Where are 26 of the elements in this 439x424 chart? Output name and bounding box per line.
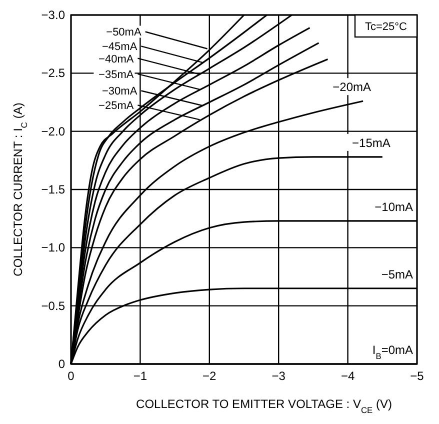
y-tick-label: −1.0 <box>41 240 66 255</box>
annotation: −30mA <box>102 86 138 98</box>
y-tick-label: −2.0 <box>41 124 66 138</box>
x-tick-label: 0 <box>68 369 75 383</box>
y-tick-label: −0.5 <box>41 298 66 313</box>
x-tick-label: −1 <box>133 369 148 383</box>
y-tick-label: −2.5 <box>41 66 66 80</box>
x-tick-label: −4 <box>340 369 355 383</box>
annotation: −35mA <box>98 68 134 81</box>
x-tick-label: −3 <box>272 369 286 383</box>
series-label: I$_{B}$=0mA <box>372 343 413 361</box>
series-label: −10mA <box>374 200 413 214</box>
annotation: −45mA <box>102 41 138 54</box>
x-axis-title: COLLECTOR TO EMITTER VOLTAGE : V$_{CE}$ (V) <box>136 397 392 415</box>
y-tick-label: −3.0 <box>41 8 66 22</box>
series-label: −5mA <box>381 267 413 282</box>
annotation: −40mA <box>98 53 134 66</box>
y-tick-label: 0 <box>58 357 66 371</box>
series-label: −20mA <box>332 80 372 94</box>
y-tick-label: −1.5 <box>41 182 66 196</box>
x-tick-label: −2 <box>202 369 217 383</box>
series-label: −15mA <box>352 136 390 150</box>
annotation: −25mA <box>98 100 134 112</box>
annotation: −50mA <box>106 26 142 39</box>
annotation: Tc=25°C <box>364 21 408 33</box>
x-tick-label: −5 <box>410 369 424 383</box>
